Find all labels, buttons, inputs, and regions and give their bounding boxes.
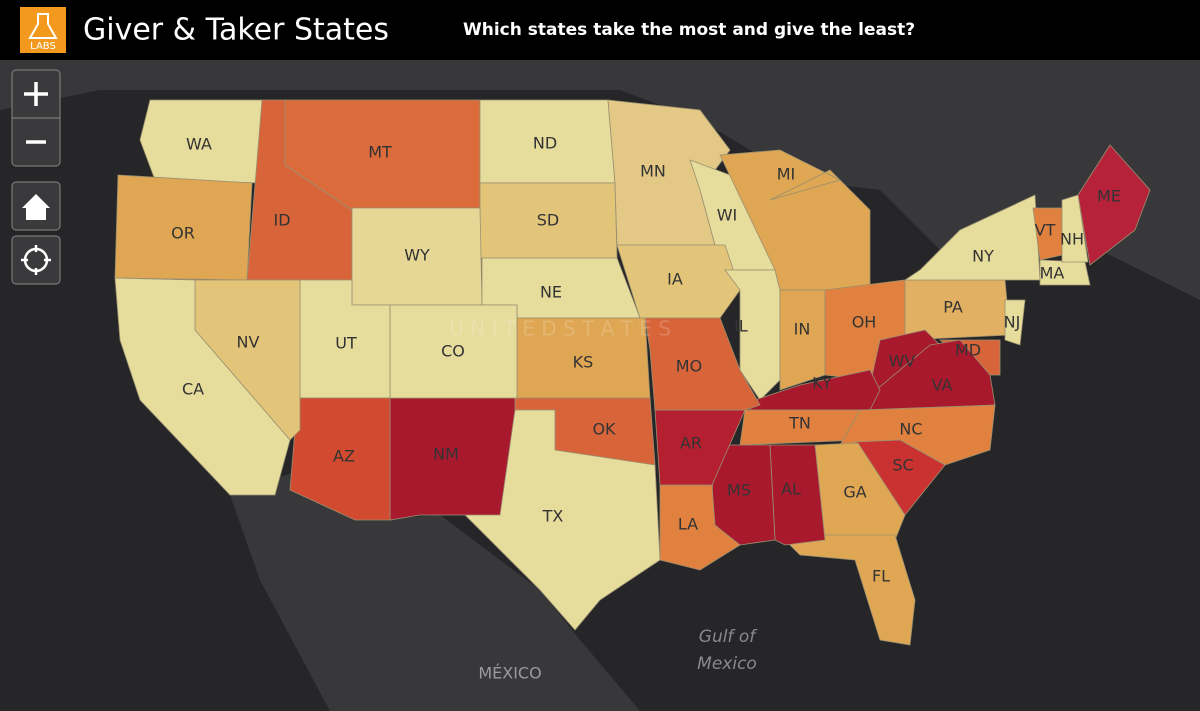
state-label: WA [186,135,212,154]
state-label: MS [727,481,751,500]
home-icon [22,194,50,220]
state-label: OR [171,224,195,243]
state-label: IN [794,320,811,339]
subtitle: Which states take the most and give the … [463,20,915,40]
state-label: ND [533,134,557,153]
state [1077,144,1151,266]
state [644,317,761,411]
state-label: NH [1060,230,1084,249]
state-label: AR [680,434,702,453]
state-label: MD [955,341,981,360]
state-label: WY [404,246,430,265]
country-label: U N I T E D S T A T E S [449,317,671,341]
state-label: MO [676,357,702,376]
state-label: FL [872,567,890,586]
state [1004,299,1026,346]
state-label: IA [667,270,683,289]
state-label: MN [640,162,666,181]
state-label: PA [943,298,963,317]
state-label: KS [573,353,594,372]
state-label: TX [542,507,564,526]
state [616,244,741,319]
logo-text: LABS [30,41,56,52]
state-label: VT [1035,221,1056,240]
state-label: NM [433,445,459,464]
state-label: WI [717,206,738,225]
state-label: AZ [333,447,355,466]
state-label: GA [843,483,866,502]
state-label: MI [777,165,796,184]
state [114,277,291,496]
locate-button[interactable] [11,235,61,285]
states: WA OR ID MT ND SD WY NE MN WI IA IL MI IN OH PA NY VT ME MA… [114,99,1151,646]
gulf-label: Gulf of [699,627,758,647]
state-label: NV [237,333,260,352]
title: Giver & Taker States [83,13,389,48]
mexico-land [230,470,640,711]
state-label: SC [892,456,913,475]
state-label: NE [540,283,562,302]
state-label: LA [678,515,698,534]
state-label: UT [335,334,357,353]
state-label: KY [812,374,832,393]
state-label: OK [592,420,616,439]
state-label: VA [932,376,953,395]
state-label: AL [781,480,801,499]
logo-icon [28,13,58,39]
state-label: IL [734,317,748,336]
state-label: SD [537,211,559,230]
state-label: WV [889,352,916,371]
state [719,149,871,291]
state-label: NC [899,420,922,439]
state-label: ME [1097,187,1121,206]
state-label: ID [273,211,290,230]
state-label: CA [182,380,204,399]
state-label: MA [1040,264,1065,283]
gulf-label: Mexico [697,654,757,674]
state [779,534,916,646]
state-label: CO [441,342,465,361]
state [1061,194,1089,263]
canada [0,60,1200,300]
zoom-in[interactable] [24,82,48,106]
state-label: MT [368,143,392,162]
state-label: NJ [1004,313,1021,332]
locate-icon [21,245,51,275]
state-label: OH [852,313,877,332]
zoom-controls [11,69,61,285]
country-label: MÉXICO [478,664,541,683]
state-label: TN [788,414,811,433]
state-label: NY [972,247,994,266]
header-bar [0,0,1200,60]
